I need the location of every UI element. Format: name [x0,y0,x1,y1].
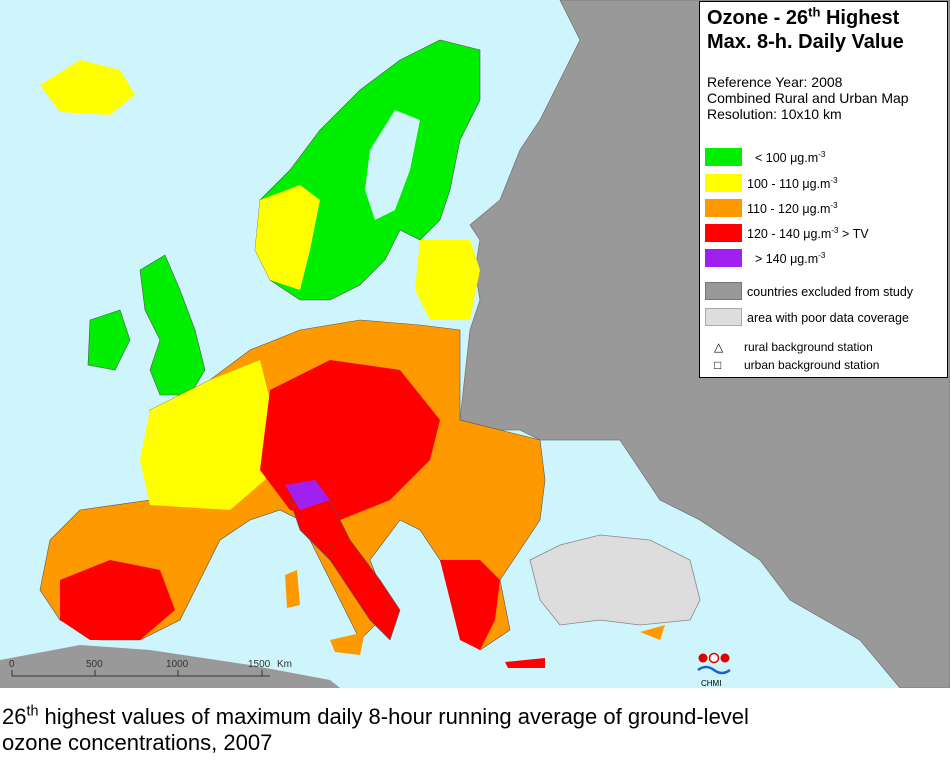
chmi-logo-text: CHMI [701,679,721,688]
greece-red [440,560,500,650]
urban-station-icon: □ [714,358,722,372]
legend-swatch-poor-coverage [705,308,742,326]
scale-tick-500: 500 [86,659,103,670]
crete [505,658,545,668]
legend-swatch-110-120 [705,199,742,217]
legend-label-urban-station: urban background station [744,358,880,372]
legend: Ozone - 26th Highest Max. 8-h. Daily Val… [699,1,948,378]
legend-meta: Reference Year: 2008 Combined Rural and … [707,74,909,122]
scale-unit: Km [277,659,292,670]
legend-swatch-120-140 [705,224,742,242]
legend-label-120-140: 120 - 140 μg.m-3 > TV [747,225,869,241]
legend-label-gt140: > 140 μg.m-3 [755,250,826,266]
resolution: Resolution: 10x10 km [707,106,842,122]
scale-tick-0: 0 [9,659,15,670]
legend-label-rural-station: rural background station [744,340,873,354]
po-valley-purple [285,480,330,510]
italy [289,499,401,641]
central-europe-red [260,360,440,520]
legend-swatch-100-110 [705,174,742,192]
sardinia [285,570,300,608]
map-type: Combined Rural and Urban Map [707,90,909,106]
legend-label-110-120: 110 - 120 μg.m-3 [747,200,838,216]
scale-tick-1500: 1500 [248,659,271,670]
legend-title: Ozone - 26th Highest Max. 8-h. Daily Val… [707,4,904,53]
finland-baltics [415,240,480,320]
gulf-of-bothnia [365,110,420,220]
north-africa [0,645,340,688]
legend-swatch-excluded [705,282,742,300]
scandinavia-yellow [255,185,320,290]
chmi-logo: CHMI [696,652,732,688]
rural-station-icon: △ [714,340,724,354]
figure-caption: 26th highest values of maximum daily 8-h… [2,703,749,755]
benelux-france-yellow [140,360,275,510]
turkey [529,534,701,626]
legend-label-lt100: < 100 μg.m-3 [755,149,826,165]
legend-swatch-gt140 [705,249,742,267]
cyprus [640,625,665,640]
scale-tick-1000: 1000 [166,659,189,670]
legend-label-100-110: 100 - 110 μg.m-3 [747,175,838,191]
sicily [330,632,365,655]
legend-label-poor-coverage: area with poor data coverage [747,311,909,325]
reference-year: Reference Year: 2008 [707,74,843,90]
iberia-red [60,560,175,640]
iceland [40,60,135,115]
scale-bar: 0 500 1000 1500 Km [9,659,292,677]
legend-swatch-lt100 [705,148,742,166]
ireland [87,309,131,371]
legend-label-excluded: countries excluded from study [747,285,914,299]
